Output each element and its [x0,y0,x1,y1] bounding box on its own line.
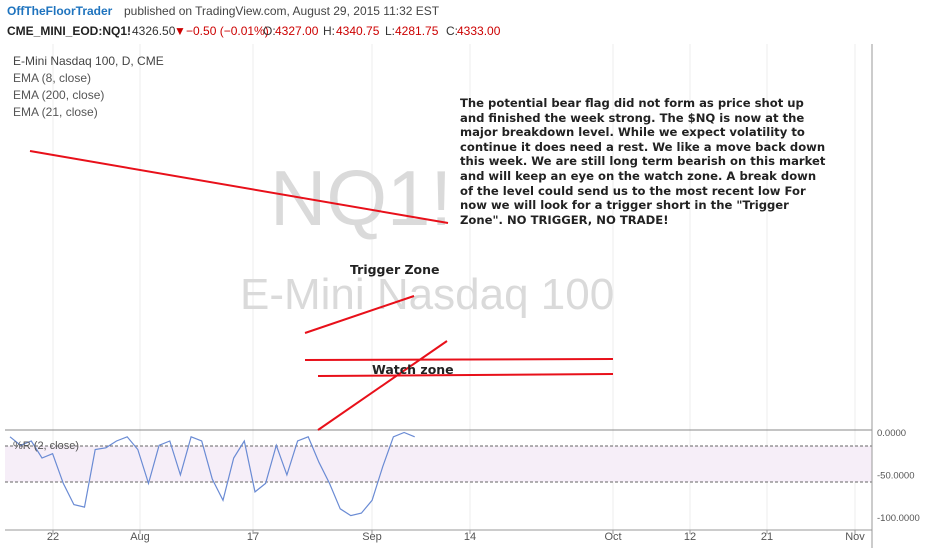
trend-line [29,150,449,224]
chart-title: E-Mini Nasdaq 100, D, CME [13,54,164,68]
osc-tick-label: -100.0000 [877,513,920,524]
watch-zone-label: Watch zone [372,362,454,377]
price-change: −0.50 (−0.01%) [186,24,269,38]
time-tick-label: Oct [604,531,621,543]
williams-r-pane [9,431,415,517]
close-label: C: [446,24,458,38]
trend-line [317,340,448,431]
time-axis[interactable]: 22 Aug 17 Sep 14 Oct 12 21 Nov [47,530,865,543]
time-tick-label: 22 [47,531,59,543]
grid-lines [5,44,873,548]
legend-ema8[interactable]: EMA (8, close) [13,71,92,85]
last-price: 4326.50 [132,24,176,38]
time-tick-label: Nov [845,531,865,543]
osc-band [5,446,872,482]
trend-lines [29,150,614,431]
low-label: L: [385,24,396,38]
legend-ema200[interactable]: EMA (200, close) [13,88,105,102]
analysis-note: The potential bear flag did not form as … [460,96,826,227]
watermark-name: E-Mini Nasdaq 100 [240,270,614,319]
trend-line [304,295,415,334]
low-value: 4281.75 [395,24,439,38]
close-value: 4333.00 [457,24,501,38]
osc-tick-label: -50.0000 [877,470,915,481]
publish-header: OffTheFloorTrader published on TradingVi… [0,0,932,20]
price-axis[interactable]: 4900.004800.004700.004600.004500.004300.… [872,0,932,548]
high-label: H: [323,24,335,38]
published-info: published on TradingView.com, August 29,… [124,4,440,18]
author-link[interactable]: OffTheFloorTrader [7,4,113,18]
osc-tick-label: 0.0000 [877,428,906,439]
high-value: 4340.75 [336,24,380,38]
watermark: NQ1! E-Mini Nasdaq 100 [240,154,614,319]
trigger-zone-label: Trigger Zone [350,262,440,277]
trend-line [317,373,614,377]
axis-background [873,44,932,548]
legend-williams-r[interactable]: %R (2, close) [13,440,80,452]
time-tick-label: 21 [761,531,773,543]
time-tick-label: Aug [130,531,150,543]
time-tick-label: 17 [247,531,259,543]
open-label: O: [263,24,276,38]
time-tick-label: 12 [684,531,696,543]
down-triangle-icon: ▼ [174,24,186,38]
legend-ema21[interactable]: EMA (21, close) [13,105,98,119]
symbol-name[interactable]: CME_MINI_EOD:NQ1! [7,24,132,38]
time-tick-label: 14 [464,531,476,543]
williams-r-line [9,431,415,517]
trend-line [304,358,614,361]
time-tick-label: Sep [362,531,382,543]
open-value: 4327.00 [275,24,319,38]
symbol-header: CME_MINI_EOD:NQ1! 4326.50 ▼ −0.50 (−0.01… [0,20,932,40]
